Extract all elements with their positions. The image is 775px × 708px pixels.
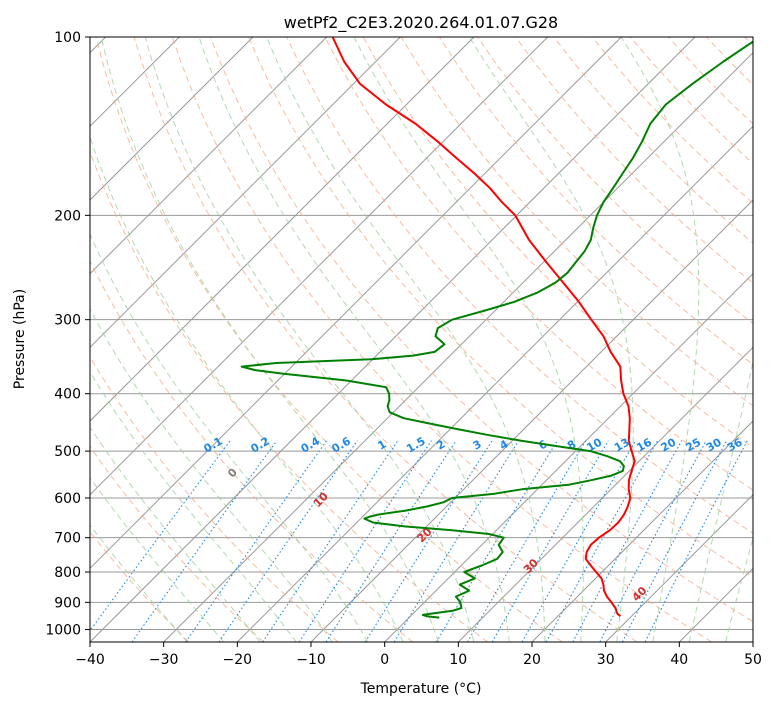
mixing-ratio-line — [90, 440, 231, 632]
mixing-ratio-line — [185, 440, 328, 642]
profile-series — [240, 37, 753, 619]
dry-adiabat-line — [515, 37, 753, 284]
background-lines — [90, 37, 753, 642]
mixing-ratio-line — [364, 440, 493, 642]
moist-adiabat-line — [620, 37, 700, 642]
moist-adiabat-line — [100, 37, 439, 642]
isotherm-line — [384, 272, 753, 642]
moist-adiabat-line — [198, 37, 510, 642]
mixing-ratio-line — [521, 440, 637, 642]
moist-adiabat-line — [90, 135, 404, 642]
isotherm-line — [90, 37, 696, 642]
moist-adiabat-line — [90, 232, 369, 642]
x-tick-label: 50 — [744, 652, 762, 668]
y-tick-label: 400 — [54, 387, 81, 403]
isotherm-line — [90, 37, 622, 570]
mixing-ratio-line — [644, 440, 748, 642]
moist-adiabat-line — [90, 476, 225, 642]
mixing-ratio-line — [572, 440, 683, 642]
dry-adiabat-line — [210, 37, 753, 623]
y-axis-title: Pressure (hPa) — [12, 289, 28, 389]
dry-adiabat-line — [90, 445, 264, 642]
dry-adiabat-line — [133, 37, 638, 642]
x-tick-label: −20 — [223, 652, 253, 668]
mixing-ratio-line — [545, 440, 659, 642]
dewpoint-profile-line — [240, 40, 753, 619]
x-axis: −40 −30 −20 −10 0 10 20 30 40 50 — [75, 642, 762, 668]
moist-adiabat-line — [688, 358, 753, 642]
mixing-ratio-line — [298, 440, 432, 642]
mixing-ratio-line — [435, 440, 558, 642]
y-tick-label: 1000 — [45, 622, 81, 638]
x-tick-label: 30 — [597, 652, 615, 668]
x-tick-label: −40 — [75, 652, 105, 668]
x-tick-label: 10 — [449, 652, 467, 668]
mixing-ratio-line — [262, 440, 399, 642]
temperature-profile-line — [331, 37, 636, 617]
isotherm-line — [90, 37, 475, 422]
x-tick-label: 20 — [523, 652, 541, 668]
isotherm-line — [531, 420, 753, 642]
y-tick-label: 700 — [54, 531, 81, 547]
dry-adiabat-line — [90, 356, 339, 642]
y-tick-label: 100 — [54, 30, 81, 46]
dry-adiabat-line — [171, 37, 712, 642]
isotherm-line — [90, 37, 254, 201]
y-axis: 100 200 300 400 500 600 700 800 900 1000 — [45, 30, 90, 638]
isotherm-line — [90, 37, 328, 275]
isotherm-line — [90, 37, 401, 349]
moist-adiabat-line — [90, 426, 261, 642]
isotherm-line — [605, 493, 753, 642]
mixing-ratio-line — [393, 440, 520, 642]
x-axis-title: Temperature (°C) — [360, 681, 482, 697]
x-tick-label: −30 — [149, 652, 179, 668]
y-tick-label: 800 — [54, 565, 81, 581]
y-tick-label: 200 — [54, 208, 81, 224]
dry-adiabat-line — [248, 37, 753, 578]
x-tick-label: 0 — [380, 652, 389, 668]
mixing-ratio-line — [131, 440, 278, 642]
moist-adiabat-line — [353, 37, 584, 642]
moist-adiabat-line — [90, 524, 188, 642]
y-tick-label: 900 — [54, 595, 81, 611]
y-tick-label: 300 — [54, 313, 81, 329]
mixing-ratio-line — [467, 440, 587, 642]
moist-adiabat-line — [144, 37, 475, 642]
moist-adiabat-line — [725, 536, 753, 642]
y-tick-label: 600 — [54, 491, 81, 507]
x-tick-label: −10 — [296, 652, 326, 668]
isotherm-line — [90, 37, 549, 496]
isotherm-line — [163, 51, 753, 642]
chart-title: wetPf2_C2E3.2020.264.01.07.G28 — [284, 13, 558, 33]
mixing-ratio-line — [325, 440, 457, 642]
moist-adiabat-line — [266, 37, 546, 642]
moist-adiabat-line — [90, 308, 333, 642]
moist-adiabat-line — [90, 370, 297, 642]
mixing-ratio-line — [491, 440, 609, 642]
dry-adiabat-line — [286, 37, 753, 534]
isotherm-line — [457, 346, 753, 642]
plot-frame — [89, 36, 754, 643]
x-tick-label: 40 — [670, 652, 688, 668]
y-tick-label: 500 — [54, 444, 81, 460]
dry-adiabat-line — [324, 37, 753, 491]
dry-adiabat-line — [90, 259, 414, 642]
isotherm-line — [236, 125, 753, 642]
dry-adiabat-line — [95, 37, 563, 642]
